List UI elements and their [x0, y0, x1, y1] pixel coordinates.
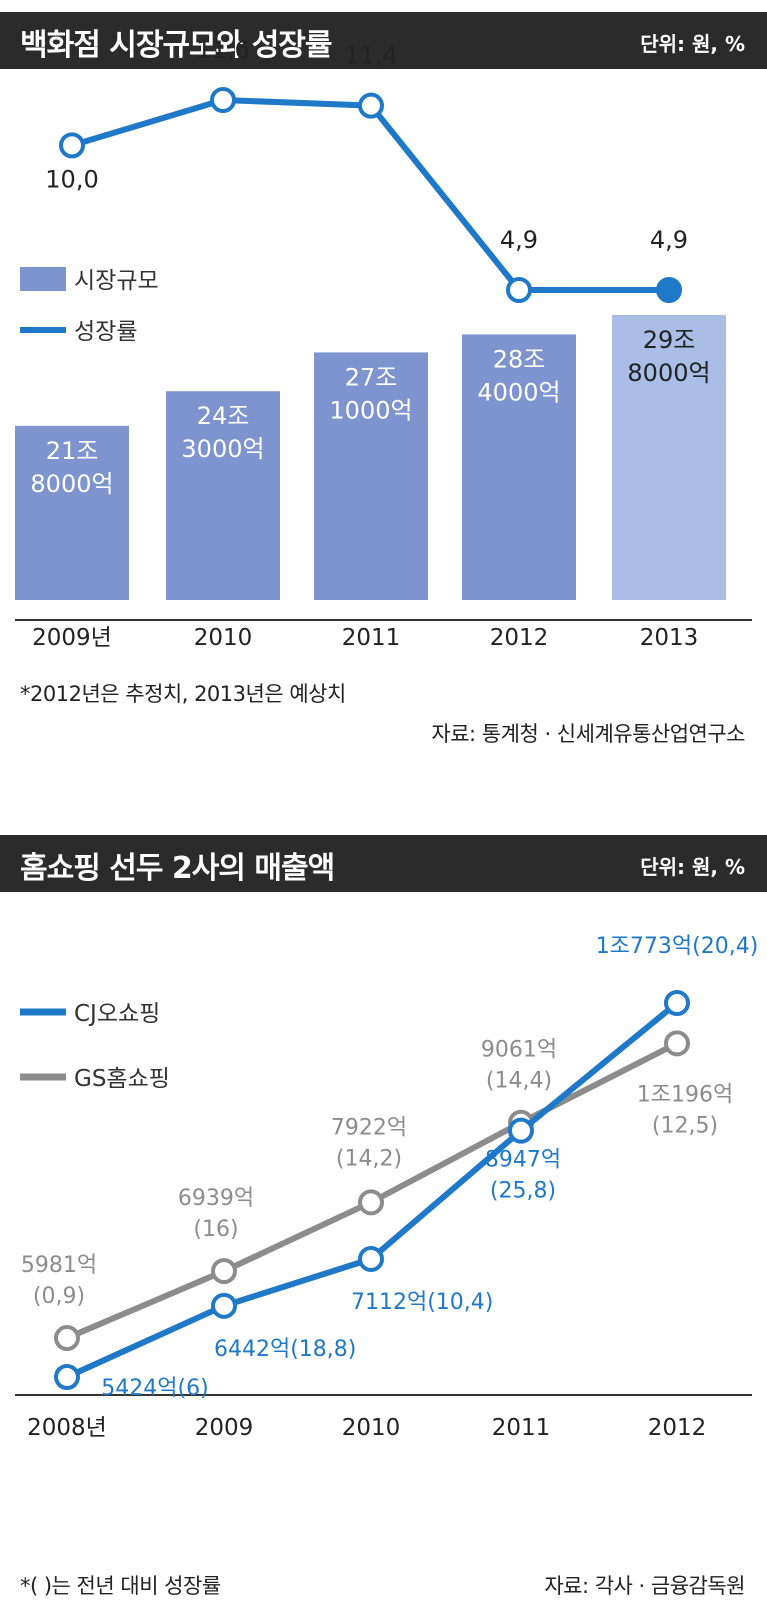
chart1-legend-bar-swatch	[20, 267, 66, 291]
market-size-label: 8000억	[30, 470, 113, 498]
cj-series-point	[54, 1364, 80, 1390]
chart2-svg: CJ오쇼핑 GS홈쇼핑 5981억 (0,9) 6939억 (16) 7922억 (14,…	[15, 934, 759, 1441]
chart2-legend-cj-label: CJ오쇼핑	[74, 1001, 160, 1027]
chart1-title-bar: 백화점 시장규모와 성장률 단위: 원, %	[0, 12, 767, 69]
cj-series-label: 1조773억(20,4)	[596, 934, 759, 959]
cj-series-label: 5424억(6)	[101, 1376, 208, 1401]
cj-series-point	[508, 1117, 534, 1144]
gs-series-point	[211, 1258, 237, 1285]
x-tick-label: 2012	[490, 625, 549, 651]
chart1-legend-bar-label: 시장규모	[74, 268, 159, 294]
gs-series-label: 7922억	[331, 1115, 407, 1140]
gs-series-label: (16)	[193, 1217, 238, 1242]
growth-rate-point	[358, 92, 384, 119]
x-tick-label: 2008년	[27, 1415, 107, 1441]
x-tick-label: 2011	[492, 1415, 551, 1441]
growth-rate-point	[210, 87, 236, 113]
cj-series-label: (25,8)	[490, 1179, 556, 1204]
cj-series-point	[664, 990, 690, 1016]
market-size-label: 27조	[345, 363, 398, 391]
x-tick-label: 2010	[342, 1415, 401, 1441]
cj-series-label: 6442억(18,8)	[214, 1337, 356, 1362]
gs-series-label: (14,4)	[486, 1069, 552, 1094]
market-size-label: 8000억	[627, 359, 710, 387]
cj-series-point	[358, 1245, 384, 1272]
market-size-label: 28조	[493, 345, 546, 373]
cj-series-label: 7112억(10,4)	[351, 1290, 493, 1315]
gs-series-point	[358, 1189, 384, 1216]
gs-series-label: (0,9)	[33, 1284, 85, 1309]
x-tick-label: 2013	[640, 625, 699, 651]
market-size-label: 24조	[197, 402, 250, 430]
market-size-bar	[462, 334, 576, 600]
growth-rate-label: 11,6	[196, 36, 249, 64]
gs-series-point	[54, 1325, 80, 1352]
market-size-bar	[612, 315, 726, 600]
growth-rate-line	[71, 97, 669, 293]
chart1-title: 백화점 시장규모와 성장률	[20, 28, 332, 63]
chart1-unit: 단위: 원, %	[640, 32, 745, 56]
gs-series-point	[664, 1030, 690, 1057]
market-size-bar	[15, 425, 129, 600]
chart2-legend-gs-label: GS홈쇼핑	[74, 1066, 170, 1092]
gs-series-label: 1조196억	[637, 1082, 733, 1107]
growth-rate-point	[59, 132, 85, 159]
x-tick-label: 2010	[194, 625, 253, 651]
growth-rate-point	[506, 277, 532, 303]
x-tick-label: 2009	[195, 1415, 254, 1441]
chart2-footnote: *( )는 전년 대비 성장률	[20, 1574, 221, 1598]
x-tick-label: 2012	[648, 1415, 707, 1441]
market-size-label: 1000억	[329, 396, 412, 424]
x-tick-label: 2011	[342, 625, 401, 651]
gs-series-label: 9061억	[481, 1038, 557, 1063]
chart2-source: 자료: 각사 · 금융감독원	[544, 1574, 745, 1598]
growth-rate-label: 11,4	[344, 42, 397, 70]
market-size-bar	[314, 352, 428, 600]
growth-rate-label: 4,9	[500, 226, 538, 254]
growth-rate-label: 4,9	[650, 226, 688, 254]
gs-series-label: 6939억	[178, 1186, 254, 1211]
x-tick-label: 2009년	[32, 625, 112, 651]
cj-series-label: 8947억	[485, 1148, 561, 1173]
chart2-unit: 단위: 원, %	[640, 855, 745, 879]
chart1-svg: 시장규모 성장률 21조 8000억 24조 3000억 27조 1000억 28조 4000…	[15, 36, 752, 651]
growth-rate-label: 10,0	[45, 165, 98, 193]
chart2-title: 홈쇼핑 선두 2사의 매출액	[20, 851, 335, 886]
market-size-label: 3000억	[181, 435, 264, 463]
chart1-legend-line-label: 성장률	[74, 319, 137, 345]
gs-series-label: (14,2)	[336, 1146, 402, 1171]
gs-series-label: 5981억	[21, 1253, 97, 1278]
chart1-source: 자료: 통계청 · 신세계유통산업연구소	[431, 722, 745, 746]
market-size-label: 21조	[46, 437, 99, 465]
gs-series-label: (12,5)	[652, 1113, 718, 1138]
chart1-footnote: *2012년은 추정치, 2013년은 예상치	[20, 682, 346, 706]
cj-series-point	[211, 1292, 237, 1319]
market-size-bar	[166, 391, 280, 600]
market-size-label: 29조	[643, 326, 696, 354]
chart2-title-bar: 홈쇼핑 선두 2사의 매출액 단위: 원, %	[0, 835, 767, 892]
growth-rate-point	[656, 277, 682, 303]
market-size-label: 4000억	[477, 378, 560, 406]
